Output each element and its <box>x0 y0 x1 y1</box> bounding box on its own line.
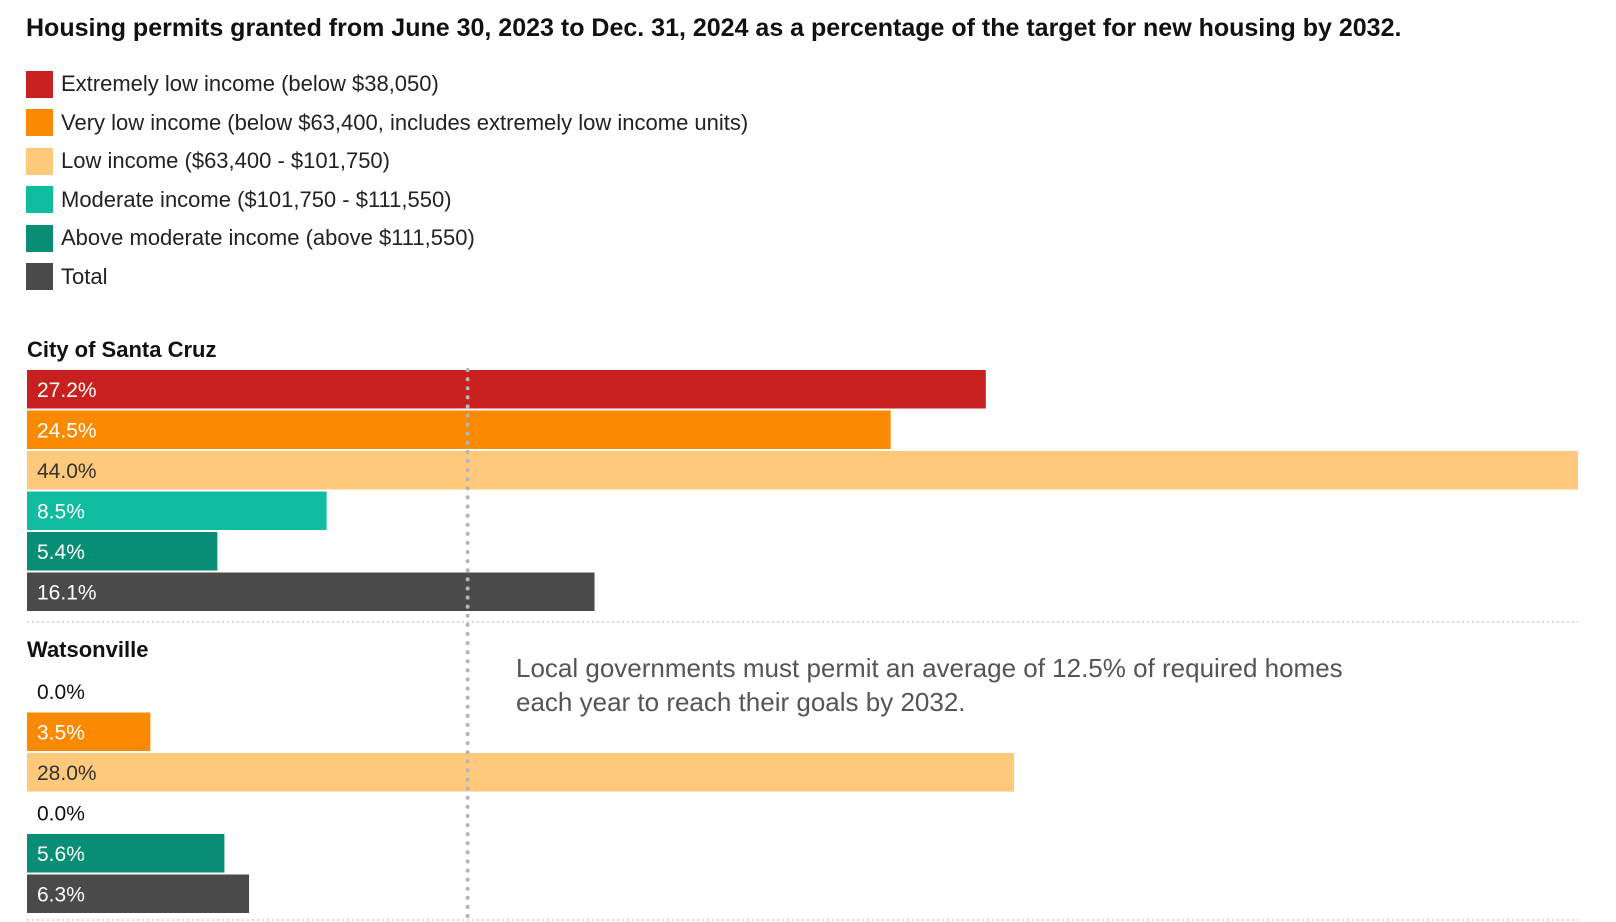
bar-city-of-santa-cruz-1 <box>27 410 891 449</box>
legend-swatch-low <box>26 147 53 175</box>
bar-city-of-santa-cruz-3 <box>27 491 327 530</box>
legend-swatch-very-low <box>26 109 53 136</box>
bar-city-of-santa-cruz-0 <box>27 370 986 409</box>
bar-label-city-of-santa-cruz-4: 5.4% <box>37 541 85 564</box>
annotation-line-0: Local governments must permit an average… <box>516 653 1343 683</box>
group-title-city-of-santa-cruz: City of Santa Cruz <box>27 337 216 362</box>
legend-swatch-total <box>26 263 53 290</box>
legend-label-moderate: Moderate income ($101,750 - $111,550) <box>61 186 452 212</box>
group-title-watsonville: Watsonville <box>27 637 148 662</box>
bar-label-watsonville-4: 5.6% <box>37 843 85 866</box>
bar-label-watsonville-2: 28.0% <box>37 762 97 785</box>
legend-label-total: Total <box>61 263 108 289</box>
legend-item-above-moderate: Above moderate income (above $111,550) <box>26 224 475 252</box>
bar-watsonville-2 <box>27 753 1014 792</box>
legend-item-total: Total <box>26 263 107 291</box>
bar-label-city-of-santa-cruz-1: 24.5% <box>37 419 97 442</box>
bar-label-city-of-santa-cruz-5: 16.1% <box>37 581 97 604</box>
bar-label-city-of-santa-cruz-0: 27.2% <box>37 379 97 402</box>
bar-city-of-santa-cruz-5 <box>27 572 595 611</box>
bar-city-of-santa-cruz-4 <box>27 532 218 571</box>
bar-city-of-santa-cruz-2 <box>27 451 1578 490</box>
bar-label-watsonville-0: 0.0% <box>37 681 85 704</box>
bar-label-watsonville-1: 3.5% <box>37 721 85 744</box>
legend-swatch-above-moderate <box>26 224 53 252</box>
bar-label-watsonville-3: 0.0% <box>37 802 85 825</box>
bar-label-city-of-santa-cruz-2: 44.0% <box>37 460 97 483</box>
legend-label-extremely-low: Extremely low income (below $38,050) <box>61 71 439 96</box>
chart-title: Housing permits granted from June 30, 20… <box>26 14 1402 42</box>
annotation-text: Local governments must permit an average… <box>516 653 1343 717</box>
legend-swatch-extremely-low <box>26 70 53 98</box>
legend-item-very-low: Very low income (below $63,400, includes… <box>26 109 748 137</box>
legend-swatch-moderate <box>26 186 53 213</box>
legend-item-low: Low income ($63,400 - $101,750) <box>26 147 390 175</box>
bar-label-watsonville-5: 6.3% <box>37 883 85 906</box>
bar-watsonville-5 <box>27 874 250 913</box>
legend-label-above-moderate: Above moderate income (above $111,550) <box>61 225 475 250</box>
annotation-line-1: each year to reach their goals by 2032. <box>516 687 966 717</box>
bar-label-city-of-santa-cruz-3: 8.5% <box>37 500 85 523</box>
legend-item-moderate: Moderate income ($101,750 - $111,550) <box>26 186 452 214</box>
bar-watsonville-4 <box>27 834 225 873</box>
bar-watsonville-1 <box>27 712 151 751</box>
legend-item-extremely-low: Extremely low income (below $38,050) <box>26 70 439 98</box>
legend-label-very-low: Very low income (below $63,400, includes… <box>61 109 749 135</box>
legend-label-low: Low income ($63,400 - $101,750) <box>61 148 390 173</box>
